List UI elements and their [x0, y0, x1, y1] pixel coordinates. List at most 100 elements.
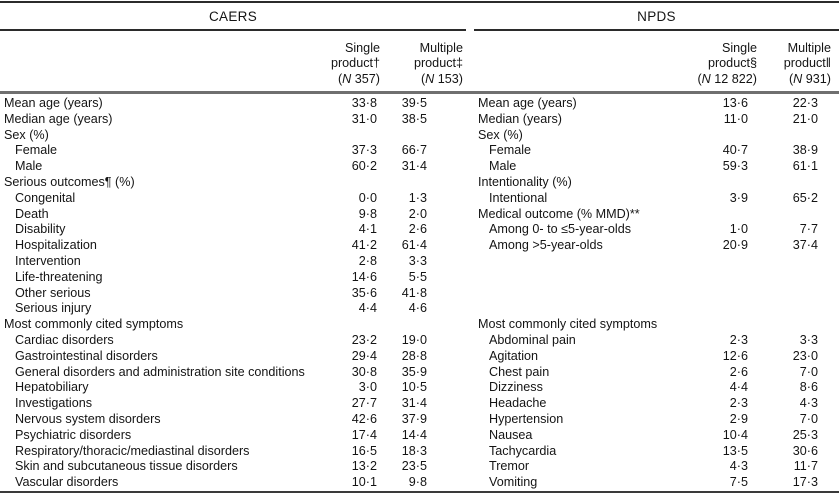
- row-label: Gastrointestinal disorders: [15, 348, 158, 363]
- row-label: Tremor: [489, 459, 530, 474]
- column-header-caers-single-product: Single product† (N 357): [320, 41, 380, 88]
- row-label: Death: [15, 206, 49, 221]
- table-row: Tremor 4·3 11·7: [474, 459, 839, 475]
- table-row: Mean age (years) 33·8 39·5: [0, 96, 466, 112]
- table-row: Nervous system disorders 42·6 37·9: [0, 412, 466, 428]
- value-single-product: 0·0: [358, 190, 377, 205]
- value-single-product: 14·6: [351, 269, 377, 284]
- value-multiple-product: [750, 286, 839, 302]
- value-multiple-product: [750, 175, 839, 191]
- value-multiple-product: [750, 317, 839, 333]
- row-label: Hepatobiliary: [15, 380, 89, 395]
- table-row: Male 59·3 61·1: [474, 159, 839, 175]
- row-label: Hypertension: [489, 411, 564, 426]
- table-row: Psychiatric disorders 17·4 14·4: [0, 428, 466, 444]
- npds-single-n: (N 12 822): [697, 71, 757, 86]
- value-multiple-product: 3·3: [799, 332, 818, 347]
- value-multiple-product: [750, 301, 839, 317]
- value-single-product: 41·2: [351, 238, 377, 253]
- row-label: Serious injury: [15, 301, 92, 316]
- row-label: Headache: [489, 396, 547, 411]
- caers-single-n: (N 357): [337, 71, 380, 86]
- value-multiple-product: 2·0: [408, 206, 427, 221]
- row-label: Median age (years): [4, 111, 113, 126]
- table-row: Female 37·3 66·7: [0, 143, 466, 159]
- row-label: Mean age (years): [4, 96, 103, 110]
- value-single-product: [322, 317, 380, 333]
- column-header-npds-single-product: Single product§ (N 12 822): [675, 41, 757, 88]
- row-label: Among 0- to ≤5-year-olds: [489, 222, 632, 237]
- table-row: Intentional 3·9 65·2: [474, 191, 839, 207]
- table-row: [474, 270, 839, 286]
- value-multiple-product: 39·5: [401, 96, 427, 110]
- value-multiple-product: 41·8: [401, 285, 427, 300]
- table-row: Serious outcomes¶ (%): [0, 175, 466, 191]
- row-label: Respiratory/thoracic/mediastinal disorde…: [15, 443, 250, 458]
- value-single-product: 2·6: [729, 364, 748, 379]
- value-multiple-product: 1·3: [408, 190, 427, 205]
- table-row: Respiratory/thoracic/mediastinal disorde…: [0, 444, 466, 460]
- value-multiple-product: 61·1: [792, 159, 818, 174]
- value-single-product: [690, 254, 750, 270]
- caers-data-table: Mean age (years) 33·8 39·5 Median age (y…: [0, 96, 466, 491]
- value-single-product: 42·6: [351, 411, 377, 426]
- table-row: General disorders and administration sit…: [0, 365, 466, 381]
- row-label: [474, 270, 690, 286]
- value-multiple-product: 37·4: [792, 238, 818, 253]
- value-single-product: 10·1: [351, 475, 377, 490]
- value-single-product: [322, 175, 380, 191]
- table-row: Abdominal pain 2·3 3·3: [474, 333, 839, 349]
- value-single-product: 7·5: [729, 475, 748, 490]
- value-single-product: 4·4: [729, 380, 748, 395]
- table-row: Mean age (years) 13·6 22·3: [474, 96, 839, 112]
- row-label: Intentional: [489, 190, 548, 205]
- table-body: Mean age (years) 33·8 39·5 Median age (y…: [0, 94, 839, 491]
- value-multiple-product: 25·3: [792, 427, 818, 442]
- table-row: Nausea 10·4 25·3: [474, 428, 839, 444]
- column-header-caers-multiple-product: Multiple product‡ (N 153): [380, 41, 466, 88]
- value-multiple-product: 23·0: [792, 348, 818, 363]
- value-multiple-product: 18·3: [401, 443, 427, 458]
- table-row: Congenital 0·0 1·3: [0, 191, 466, 207]
- value-single-product: 10·4: [722, 427, 748, 442]
- table-row: Cardiac disorders 23·2 19·0: [0, 333, 466, 349]
- value-single-product: 3·0: [358, 380, 377, 395]
- table-row: Death 9·8 2·0: [0, 207, 466, 223]
- table-row: Among 0- to ≤5-year-olds 1·0 7·7: [474, 222, 839, 238]
- table-row: [474, 286, 839, 302]
- value-multiple-product: 7·0: [799, 411, 818, 426]
- table-row: Among >5-year-olds 20·9 37·4: [474, 238, 839, 254]
- table-row: Disability 4·1 2·6: [0, 222, 466, 238]
- row-label: Intervention: [15, 253, 81, 268]
- row-label: Medical outcome (% MMD)**: [478, 206, 640, 221]
- value-multiple-product: 3·3: [408, 253, 427, 268]
- value-multiple-product: [750, 270, 839, 286]
- row-label: Vascular disorders: [15, 475, 119, 490]
- row-label: Tachycardia: [489, 443, 557, 458]
- row-label: Female: [489, 143, 531, 158]
- value-multiple-product: 19·0: [401, 332, 427, 347]
- header-body-divider-rule: [0, 91, 839, 94]
- value-multiple-product: 7·7: [799, 222, 818, 237]
- value-multiple-product: 2·6: [408, 222, 427, 237]
- value-single-product: 17·4: [351, 427, 377, 442]
- npds-data-table: Mean age (years) 13·6 22·3 Median (years…: [474, 96, 839, 491]
- value-multiple-product: 31·4: [401, 159, 427, 174]
- row-label: Male: [15, 159, 43, 174]
- row-label: Most commonly cited symptoms: [478, 317, 658, 332]
- value-single-product: 13·5: [722, 443, 748, 458]
- row-label: Chest pain: [489, 364, 550, 379]
- row-label: Mean age (years): [478, 96, 577, 110]
- value-multiple-product: 38·9: [792, 143, 818, 158]
- value-single-product: 33·8: [351, 96, 377, 110]
- value-single-product: 2·9: [729, 411, 748, 426]
- table-row: Hospitalization 41·2 61·4: [0, 238, 466, 254]
- table-row: Dizziness 4·4 8·6: [474, 380, 839, 396]
- value-single-product: 2·3: [729, 396, 748, 411]
- table-row: Chest pain 2·6 7·0: [474, 365, 839, 381]
- table-row: Vomiting 7·5 17·3: [474, 475, 839, 491]
- value-multiple-product: 30·6: [792, 443, 818, 458]
- value-multiple-product: [750, 128, 839, 144]
- value-multiple-product: 11·7: [793, 459, 818, 474]
